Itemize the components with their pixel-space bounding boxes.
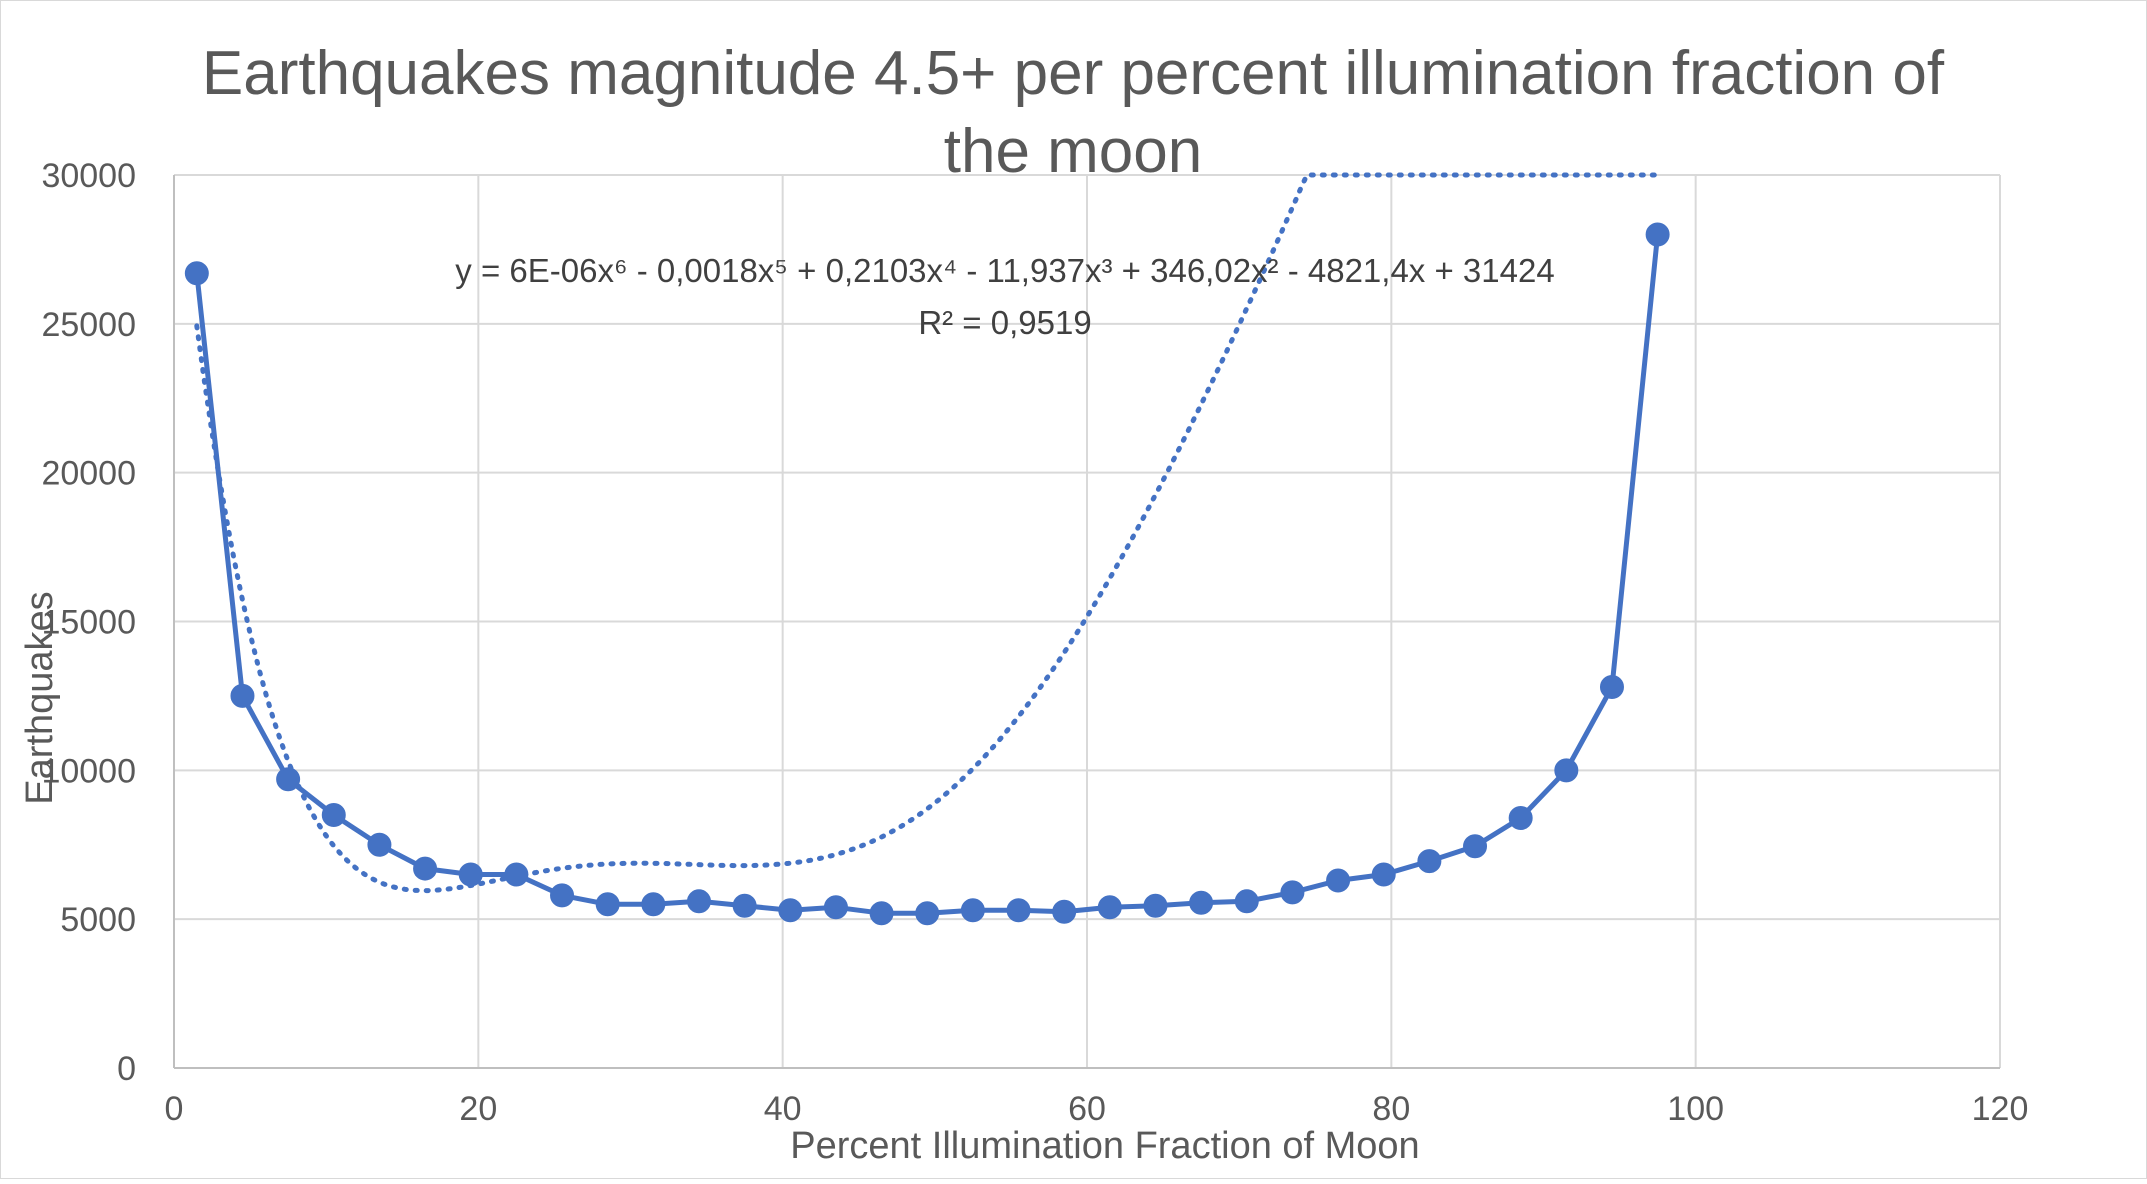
data-point [732, 893, 757, 918]
data-point [595, 892, 620, 917]
axes [173, 175, 2000, 1069]
data-point [1006, 898, 1031, 923]
gridlines [174, 174, 2001, 1068]
data-point [1645, 222, 1670, 247]
x-tick-label: 100 [1667, 1090, 1724, 1128]
trendline [194, 172, 1661, 894]
data-point [1280, 880, 1305, 905]
data-point [184, 261, 209, 286]
x-tick-label: 120 [1972, 1090, 2029, 1128]
trendline-r-squared: R² = 0,9519 [918, 304, 1091, 341]
data-point [1371, 862, 1396, 887]
data-point [1554, 758, 1579, 783]
y-tick-label: 30000 [41, 157, 136, 195]
data-point [869, 901, 894, 926]
y-tick-label: 25000 [41, 306, 136, 344]
data-point [1189, 890, 1214, 915]
chart-title-line-2: the moon [944, 117, 1203, 186]
y-tick-label: 20000 [41, 455, 136, 493]
data-point [413, 856, 438, 881]
x-tick-label: 80 [1372, 1090, 1410, 1128]
data-series [184, 222, 1670, 926]
x-tick-label: 20 [459, 1090, 497, 1128]
x-tick-label: 60 [1068, 1090, 1106, 1128]
data-point [778, 898, 803, 923]
x-tick-label: 0 [165, 1090, 184, 1128]
data-point [1508, 805, 1533, 830]
y-tick-label: 0 [117, 1050, 136, 1088]
trendline-equation: y = 6E-06x⁶ - 0,0018x⁵ + 0,2103x⁴ - 11,9… [455, 252, 1554, 289]
data-point [1463, 834, 1488, 859]
data-point [230, 683, 255, 708]
data-point [641, 892, 666, 917]
y-axis-title: Earthquakes [19, 591, 61, 804]
x-axis-title: Percent Illumination Fraction of Moon [790, 1125, 1419, 1167]
data-point [321, 802, 346, 827]
data-point [458, 862, 483, 887]
data-point [915, 901, 940, 926]
tick-labels: 0 5000 10000 15000 20000 25000 30000 0 20 40 60 80 1… [41, 157, 2028, 1128]
y-tick-label: 15000 [41, 604, 136, 642]
data-point [1234, 889, 1259, 914]
y-tick-label: 10000 [41, 752, 136, 790]
data-point [276, 767, 301, 792]
data-point [823, 895, 848, 920]
data-point [504, 862, 529, 887]
data-point [550, 883, 575, 908]
data-point [1097, 895, 1122, 920]
data-point [367, 832, 392, 857]
data-point [960, 898, 985, 923]
data-point [686, 889, 711, 914]
data-point [1052, 899, 1077, 924]
data-point [1326, 868, 1351, 893]
chart-title-line-1: Earthquakes magnitude 4.5+ per percent i… [202, 39, 1945, 108]
y-tick-label: 5000 [60, 901, 136, 939]
data-point [1417, 849, 1442, 874]
data-point [1143, 893, 1168, 918]
data-point [1599, 674, 1624, 699]
x-tick-label: 40 [764, 1090, 802, 1128]
trendline-path [194, 172, 1661, 894]
